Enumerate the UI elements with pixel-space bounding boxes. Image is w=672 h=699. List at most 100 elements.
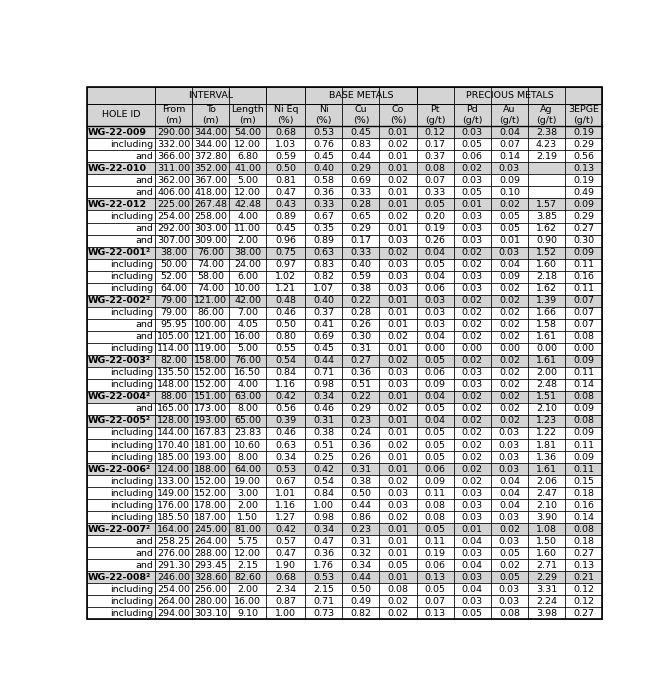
Bar: [342, 367, 380, 379]
Text: 0.03: 0.03: [462, 368, 483, 377]
Bar: [491, 87, 528, 103]
Bar: [491, 127, 528, 138]
Text: 0.69: 0.69: [313, 332, 334, 341]
Bar: [491, 475, 528, 487]
Bar: [192, 210, 229, 222]
Bar: [380, 547, 417, 559]
Bar: [528, 535, 565, 547]
Bar: [266, 607, 305, 619]
Bar: [305, 511, 342, 523]
Text: 4.00: 4.00: [237, 212, 258, 221]
Text: 0.54: 0.54: [276, 356, 296, 366]
Bar: [342, 535, 380, 547]
Bar: [87, 584, 155, 596]
Bar: [229, 535, 266, 547]
Bar: [417, 247, 454, 259]
Bar: [417, 307, 454, 319]
Text: 0.69: 0.69: [350, 176, 372, 185]
Bar: [565, 127, 602, 138]
Bar: [528, 103, 565, 127]
Text: 0.15: 0.15: [573, 477, 594, 486]
Text: 1.36: 1.36: [536, 452, 557, 461]
Text: Ni Eq
(%): Ni Eq (%): [274, 106, 298, 124]
Bar: [454, 247, 491, 259]
Bar: [380, 547, 417, 559]
Bar: [192, 523, 229, 535]
Bar: [454, 547, 491, 559]
Bar: [454, 174, 491, 187]
Bar: [192, 271, 229, 282]
Bar: [266, 547, 305, 559]
Text: 0.41: 0.41: [313, 320, 334, 329]
Text: 246.00: 246.00: [157, 572, 190, 582]
Text: Co
(%): Co (%): [390, 106, 407, 124]
Bar: [380, 559, 417, 571]
Text: 119.00: 119.00: [194, 345, 227, 353]
Bar: [229, 138, 266, 150]
Text: 0.05: 0.05: [499, 212, 520, 221]
Bar: [528, 559, 565, 571]
Bar: [491, 511, 528, 523]
Bar: [342, 427, 380, 439]
Bar: [229, 547, 266, 559]
Text: 1.50: 1.50: [536, 537, 557, 546]
Bar: [229, 596, 266, 607]
Bar: [565, 415, 602, 427]
Bar: [87, 150, 155, 162]
Bar: [155, 187, 192, 199]
Text: 0.04: 0.04: [499, 500, 520, 510]
Text: 0.71: 0.71: [313, 368, 334, 377]
Text: 1.08: 1.08: [536, 525, 557, 534]
Bar: [87, 427, 155, 439]
Bar: [266, 235, 305, 247]
Bar: [565, 439, 602, 451]
Bar: [305, 87, 342, 103]
Bar: [454, 571, 491, 584]
Text: 0.36: 0.36: [350, 440, 372, 449]
Text: 0.44: 0.44: [350, 500, 372, 510]
Bar: [417, 355, 454, 367]
Text: 0.01: 0.01: [388, 320, 409, 329]
Bar: [528, 607, 565, 619]
Bar: [417, 415, 454, 427]
Bar: [266, 475, 305, 487]
Bar: [528, 415, 565, 427]
Bar: [229, 403, 266, 415]
Bar: [380, 571, 417, 584]
Bar: [417, 355, 454, 367]
Bar: [266, 307, 305, 319]
Bar: [528, 379, 565, 391]
Bar: [380, 127, 417, 138]
Bar: [454, 415, 491, 427]
Bar: [87, 559, 155, 571]
Bar: [266, 355, 305, 367]
Bar: [528, 331, 565, 343]
Bar: [266, 235, 305, 247]
Bar: [192, 379, 229, 391]
Text: 193.00: 193.00: [194, 417, 227, 426]
Bar: [528, 596, 565, 607]
Bar: [565, 235, 602, 247]
Text: 0.14: 0.14: [499, 152, 520, 161]
Bar: [266, 174, 305, 187]
Text: 0.56: 0.56: [276, 405, 296, 413]
Text: 0.02: 0.02: [499, 308, 520, 317]
Text: 0.04: 0.04: [462, 537, 482, 546]
Bar: [491, 103, 528, 127]
Text: 0.17: 0.17: [425, 140, 446, 149]
Bar: [192, 535, 229, 547]
Bar: [454, 138, 491, 150]
Bar: [417, 535, 454, 547]
Bar: [380, 87, 417, 103]
Bar: [528, 415, 565, 427]
Bar: [380, 499, 417, 511]
Bar: [155, 210, 192, 222]
Bar: [528, 475, 565, 487]
Bar: [380, 355, 417, 367]
Bar: [491, 210, 528, 222]
Bar: [454, 415, 491, 427]
Bar: [380, 187, 417, 199]
Bar: [454, 150, 491, 162]
Bar: [491, 403, 528, 415]
Bar: [528, 343, 565, 355]
